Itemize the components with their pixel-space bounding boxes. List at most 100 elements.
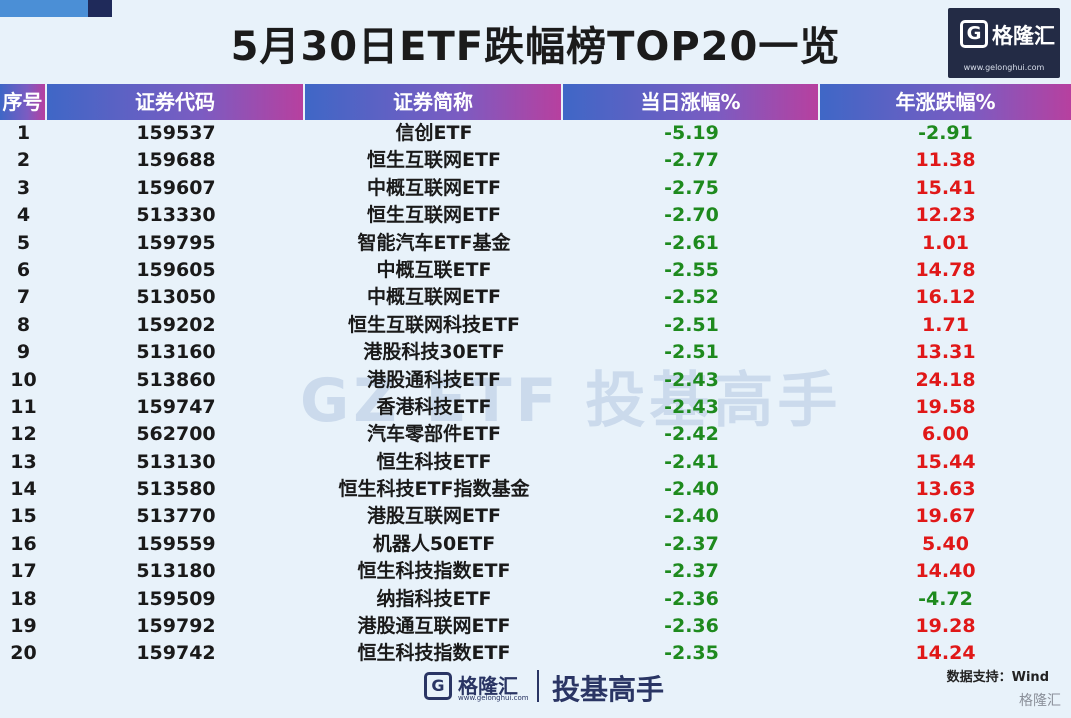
brand-logo: G 格隆汇 www.gelonghui.com [948,8,1060,78]
row-code: 159795 [136,231,216,254]
row-ytd-change: 13.63 [915,478,976,501]
row-name: 汽车零部件ETF [367,423,501,446]
table-row: 11 159747 香港科技ETF -2.43 19.58 [0,394,1071,421]
row-index: 14 [10,478,37,501]
row-ytd-change: 13.31 [915,341,976,364]
footer-brand-name: 格隆汇 [458,674,518,698]
row-index: 15 [10,505,37,528]
table-row: 4 513330 恒生互联网ETF -2.70 12.23 [0,202,1071,229]
row-code: 159607 [136,176,216,199]
row-index: 5 [16,231,31,254]
row-index: 16 [10,532,37,555]
table-row: 19 159792 港股通互联网ETF -2.36 19.28 [0,613,1071,640]
row-ytd-change: 6.00 [922,423,969,446]
table-row: 1 159537 信创ETF -5.19 -2.91 [0,120,1071,147]
row-name: 中概互联网ETF [367,176,501,199]
row-index: 10 [10,368,37,391]
row-name: 恒生科技ETF指数基金 [338,478,530,501]
row-code: 159559 [136,532,216,555]
table-row: 2 159688 恒生互联网ETF -2.77 11.38 [0,147,1071,174]
table-row: 18 159509 纳指科技ETF -2.36 -4.72 [0,586,1071,613]
row-index: 13 [10,450,37,473]
row-index: 6 [16,258,31,281]
header-ytd-change: 年涨跌幅% [820,84,1071,120]
row-index: 9 [16,341,31,364]
row-index: 19 [10,615,37,638]
row-code: 513050 [136,286,216,309]
row-daily-change: -2.55 [664,258,719,281]
row-name: 信创ETF [395,122,473,144]
row-index: 18 [10,587,37,610]
row-code: 513860 [136,368,216,391]
row-ytd-change: 19.67 [915,505,976,528]
table-row: 3 159607 中概互联网ETF -2.75 15.41 [0,175,1071,202]
row-name: 恒生科技指数ETF [357,642,511,665]
row-index: 3 [16,176,31,199]
data-source: 数据支持：Wind [946,670,1049,685]
row-index: 20 [10,642,37,665]
row-index: 12 [10,423,37,446]
row-name: 恒生互联网ETF [367,204,501,227]
row-index: 11 [10,395,37,418]
row-name: 恒生互联网ETF [367,149,501,172]
page-title: 5月30日ETF跌幅榜TOP20一览 [230,24,841,70]
row-index: 1 [16,122,31,144]
row-code: 159688 [136,149,216,172]
table-row: 12 562700 汽车零部件ETF -2.42 6.00 [0,421,1071,448]
row-ytd-change: 24.18 [915,368,976,391]
row-name: 港股通科技ETF [367,368,501,391]
row-code: 159202 [136,313,216,336]
row-name: 港股科技30ETF [363,341,505,364]
row-code: 513130 [136,450,216,473]
row-daily-change: -2.52 [664,286,719,309]
row-code: 159509 [136,587,216,610]
table-row: 9 513160 港股科技30ETF -2.51 13.31 [0,339,1071,366]
table-row: 20 159742 恒生科技指数ETF -2.35 14.24 [0,640,1071,667]
table-row: 15 513770 港股互联网ETF -2.40 19.67 [0,503,1071,530]
row-code: 159792 [136,615,216,638]
header-daily-change: 当日涨幅% [563,84,820,120]
row-daily-change: -2.77 [664,149,719,172]
table-row: 8 159202 恒生互联网科技ETF -2.51 1.71 [0,312,1071,339]
row-name: 香港科技ETF [376,395,492,418]
header-code: 证券代码 [47,84,305,120]
table-row: 14 513580 恒生科技ETF指数基金 -2.40 13.63 [0,476,1071,503]
row-name: 恒生互联网科技ETF [348,313,520,336]
row-code: 513160 [136,341,216,364]
row-name: 中概互联ETF [376,258,492,281]
row-index: 17 [10,560,37,583]
row-name: 智能汽车ETF基金 [357,231,511,254]
row-name: 机器人50ETF [372,532,496,555]
row-daily-change: -5.19 [664,122,719,144]
row-ytd-change: 15.44 [915,450,976,473]
table-row: 10 513860 港股通科技ETF -2.43 24.18 [0,367,1071,394]
row-index: 7 [16,286,31,309]
logo-name: 格隆汇 [992,24,1055,48]
row-daily-change: -2.61 [664,231,719,254]
row-index: 4 [16,204,31,227]
table-row: 7 513050 中概互联网ETF -2.52 16.12 [0,284,1071,311]
row-daily-change: -2.43 [664,368,719,391]
row-code: 562700 [136,423,216,446]
row-daily-change: -2.37 [664,560,719,583]
logo-url: www.gelonghui.com [963,63,1045,72]
row-code: 159537 [136,122,216,144]
row-daily-change: -2.36 [664,587,719,610]
row-daily-change: -2.40 [664,478,719,501]
row-ytd-change: 1.01 [922,231,969,254]
row-code: 513580 [136,478,216,501]
row-name: 港股互联网ETF [367,505,501,528]
row-daily-change: -2.70 [664,204,719,227]
row-ytd-change: 16.12 [915,286,976,309]
row-code: 159747 [136,395,216,418]
row-daily-change: -2.51 [664,313,719,336]
footer-brand-url: www.gelonghui.com [458,694,529,702]
row-ytd-change: 19.28 [915,615,976,638]
row-ytd-change: 15.41 [915,176,976,199]
footer-divider [537,670,539,702]
row-name: 纳指科技ETF [376,587,492,610]
row-name: 恒生科技指数ETF [357,560,511,583]
table-header: 序号 证券代码 证券简称 当日涨幅% 年涨跌幅% [0,84,1071,120]
row-code: 159742 [136,642,216,665]
footer-g-icon: G [424,672,452,700]
